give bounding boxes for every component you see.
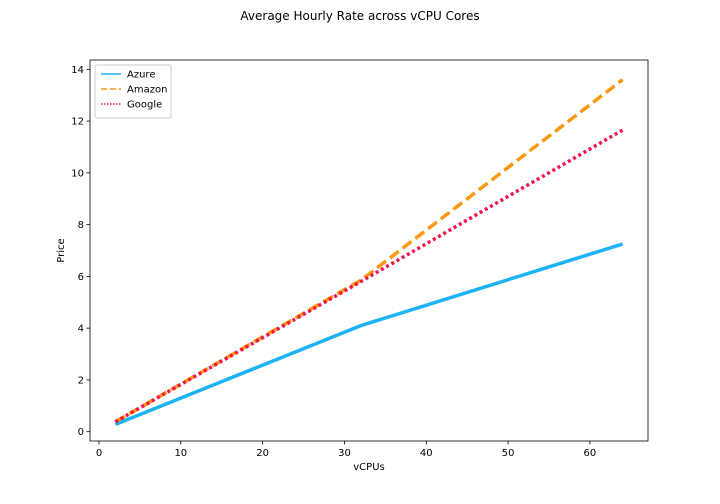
series-line-azure <box>114 242 624 427</box>
x-tick-label: 50 <box>502 448 515 459</box>
x-axis-label: vCPUs <box>353 462 384 473</box>
legend-label-azure: Azure <box>127 70 155 81</box>
chart-title: Average Hourly Rate across vCPU Cores <box>240 9 479 23</box>
y-tick-label: 4 <box>78 324 84 335</box>
series-layer <box>114 78 624 427</box>
x-tick-label: 20 <box>256 448 269 459</box>
x-tick-label: 40 <box>420 448 433 459</box>
legend-label-amazon: Amazon <box>127 85 167 96</box>
y-tick-label: 12 <box>71 117 84 128</box>
plot-area <box>89 59 649 442</box>
y-tick-label: 8 <box>78 220 84 231</box>
x-axis: 0 10 20 30 40 50 60 <box>96 441 596 459</box>
x-tick-label: 10 <box>174 448 187 459</box>
legend: Azure Amazon Google <box>94 64 172 119</box>
x-tick-label: 0 <box>96 448 102 459</box>
x-tick-label: 60 <box>584 448 597 459</box>
y-tick-label: 2 <box>78 375 84 386</box>
legend-label-google: Google <box>127 100 162 111</box>
y-tick-label: 6 <box>78 272 84 283</box>
y-tick-label: 10 <box>71 168 84 179</box>
series-line-amazon <box>114 78 624 424</box>
y-tick-label: 0 <box>78 427 84 438</box>
series-line-google <box>114 128 624 424</box>
x-tick-label: 30 <box>338 448 351 459</box>
y-tick-label: 14 <box>71 65 84 76</box>
y-axis-label: Price <box>56 238 67 262</box>
y-axis: 0 2 4 6 8 10 12 14 <box>71 65 90 438</box>
